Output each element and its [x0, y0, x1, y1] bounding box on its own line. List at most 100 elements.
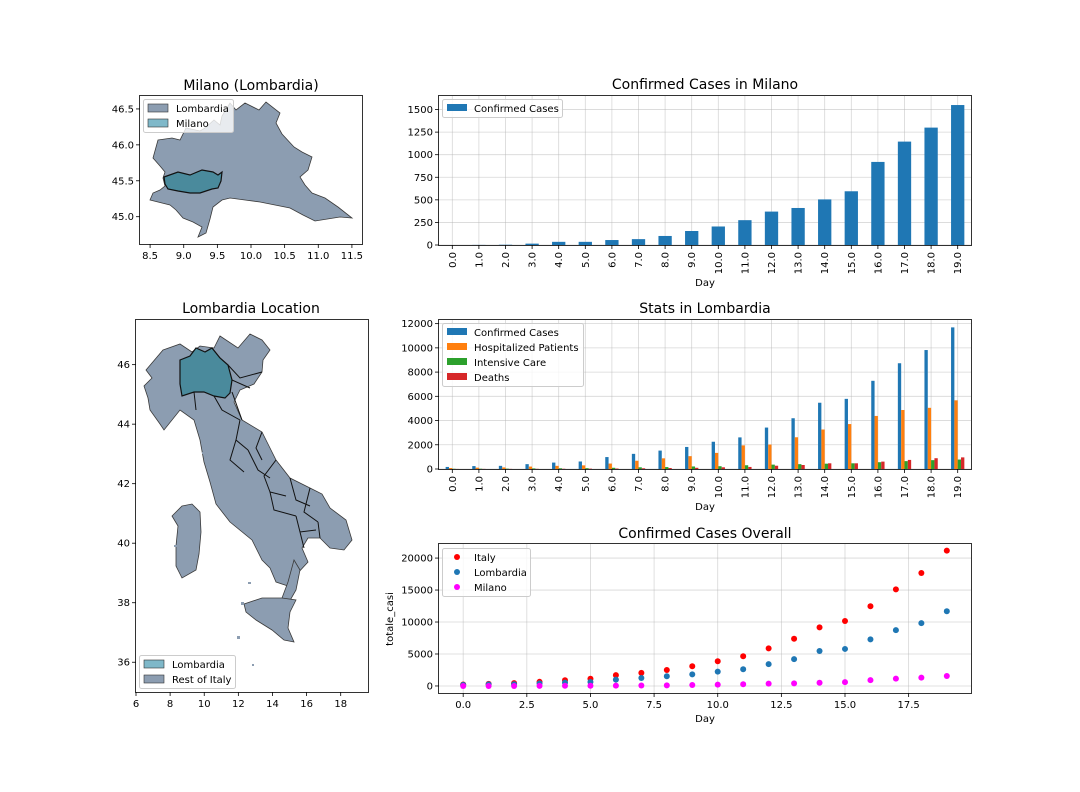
- milano-bar-xtick-label: 6.0: [607, 252, 618, 268]
- milano-bar-title: Confirmed Cases in Milano: [612, 77, 798, 93]
- milano-bar-ytick-label: 1000: [408, 150, 433, 161]
- italy-map-xtick-label: 6: [133, 699, 139, 710]
- legend-confirmed-swatch: [447, 104, 467, 111]
- lombardia-bar-bar: [954, 400, 958, 469]
- lombardia-bar-xtick-label: 1.0: [474, 476, 485, 492]
- overall-scatter-point-italy: [740, 653, 747, 660]
- lombardia-bar-bar: [581, 465, 586, 469]
- overall-scatter-point-milano: [612, 682, 619, 689]
- overall-scatter-ticks: 0.0 2.5 5.0 7.5 10.0 12.5 15.0 17.5 0 5000 10000 15…: [401, 554, 920, 711]
- overall-scatter-point-milano: [791, 680, 798, 687]
- overall-scatter-xtick-label: 2.5: [519, 700, 535, 711]
- milano-map-legend: Lombardia Milano: [143, 99, 234, 133]
- overall-scatter-ytick-label: 0: [427, 681, 433, 692]
- overall-scatter-xtick-label: 7.5: [646, 700, 662, 711]
- overall-scatter-point-milano: [714, 681, 721, 688]
- overall-scatter-ytick-label: 5000: [408, 649, 433, 660]
- lombardia-bar-bar: [555, 465, 559, 469]
- overall-scatter-point-lombardia: [918, 620, 925, 627]
- milano-bar-bar: [924, 127, 938, 245]
- legend-italy-label: Italy: [474, 553, 496, 564]
- milano-bar-frame: [438, 95, 972, 246]
- lombardia-bar-bar: [685, 446, 689, 469]
- overall-scatter-point-milano: [816, 679, 823, 686]
- lombardia-bar-xtick-label: 5.0: [581, 476, 592, 492]
- milano-map-xtick-label: 11.0: [307, 251, 329, 262]
- legend-hospitalized-swatch: [447, 343, 467, 350]
- overall-scatter-point-milano: [638, 682, 645, 689]
- overall-scatter-xtick-label: 15.0: [834, 700, 856, 711]
- lombardia-bar-bar: [931, 460, 935, 469]
- milano-bar-bar: [605, 240, 619, 245]
- milano-shape: [163, 169, 223, 194]
- milano-bar-xtick-label: 5.0: [581, 252, 592, 268]
- lombardia-bar-bar: [957, 459, 962, 469]
- overall-scatter-point-lombardia: [765, 661, 772, 668]
- overall-scatter-point-italy: [918, 570, 925, 577]
- overall-scatter-point-lombardia: [663, 673, 670, 680]
- milano-map-panel: Milano (Lombardia) 8.5 9.0 9.5 10.0 10.5 11.0…: [112, 78, 363, 262]
- lombardia-bar-xtick-label: 11.0: [740, 476, 751, 498]
- lombardia-bar-ytick-label: 0: [427, 465, 433, 476]
- legend-confirmed-label: Confirmed Cases: [474, 104, 559, 115]
- milano-bar-bar: [738, 220, 752, 245]
- legend-lombardia-swatch: [147, 103, 169, 113]
- legend-italy-marker: [454, 554, 460, 560]
- lombardia-bar-bar: [658, 450, 662, 469]
- lombardia-bar-xtick-label: 16.0: [873, 476, 884, 498]
- lombardia-bar-bar: [665, 467, 669, 469]
- lombardia-bar-bar: [714, 452, 719, 469]
- lombardia-bar-bar: [585, 468, 589, 469]
- milano-bar-xtick-label: 2.0: [501, 252, 512, 268]
- island-shape: [210, 462, 212, 464]
- milano-bar-ytick-label: 1500: [408, 105, 433, 116]
- island-shape: [174, 545, 177, 547]
- milano-bar-bar: [764, 211, 779, 245]
- italy-map-ytick-label: 42: [117, 479, 130, 490]
- lombardia-bar-bar: [711, 441, 715, 469]
- lombardia-bar-bar: [821, 429, 825, 469]
- overall-scatter-point-italy: [638, 669, 645, 676]
- lombardia-bar-legend-box: [442, 323, 584, 387]
- overall-scatter-point-milano: [562, 682, 568, 689]
- overall-scatter-point-lombardia: [867, 636, 874, 643]
- milano-bar-bar: [951, 105, 965, 245]
- overall-scatter-point-milano: [536, 682, 543, 689]
- italy-map-ticks: 6 8 10 12 14 16 18 36 38 40 42 44 46: [117, 360, 347, 710]
- lombardia-bar-ytick-label: 2000: [408, 440, 433, 451]
- island-shape: [288, 508, 291, 510]
- lombardia-bar-bar: [951, 327, 955, 469]
- lombardia-bar-bar: [661, 458, 666, 469]
- milano-bar-panel: Confirmed Cases in Milano 0 250 500 750 1000…: [408, 77, 972, 289]
- legend-intensive-label: Intensive Care: [474, 358, 546, 369]
- milano-bar-xtick-label: 16.0: [873, 252, 884, 274]
- overall-scatter-points: [460, 547, 950, 689]
- milano-map-ticks: 8.5 9.0 9.5 10.0 10.5 11.0 11.5 45.0 45.5 46.0 46.…: [112, 104, 363, 262]
- overall-scatter-xtick-label: 0.0: [455, 700, 471, 711]
- overall-scatter-point-milano: [460, 682, 467, 689]
- legend-deaths-swatch: [447, 373, 467, 380]
- lombardia-bar-bar: [924, 350, 928, 469]
- overall-scatter-point-milano: [918, 674, 925, 681]
- milano-bar-bar: [818, 199, 832, 245]
- overall-scatter-point-italy: [816, 624, 823, 631]
- lombardia-bar-ytick-label: 4000: [408, 416, 433, 427]
- overall-scatter-xtick-label: 17.5: [898, 700, 920, 711]
- lombardia-bar-bar: [525, 464, 529, 469]
- legend-rest-of-italy-label: Rest of Italy: [172, 675, 232, 686]
- lombardia-bar-bar: [961, 457, 965, 469]
- milano-bar-legend-box: [442, 99, 563, 118]
- milano-bar-xtick-label: 15.0: [847, 252, 858, 274]
- lombardia-bar-xtick-label: 18.0: [927, 476, 938, 498]
- lombardia-bar-ytick-label: 8000: [408, 368, 433, 379]
- overall-scatter-point-milano: [485, 682, 492, 689]
- legend-confirmed-label: Confirmed Cases: [474, 328, 559, 339]
- legend-confirmed-swatch: [447, 328, 467, 335]
- milano-bar-xlabel: Day: [695, 278, 715, 289]
- overall-scatter-ytick-label: 10000: [401, 618, 433, 629]
- sardinia-shape: [171, 503, 202, 579]
- overall-scatter-point-lombardia: [943, 608, 950, 615]
- lombardia-bar-bar: [881, 461, 885, 469]
- milano-bar-bar: [897, 141, 912, 245]
- rest-of-italy-shape: [143, 333, 353, 587]
